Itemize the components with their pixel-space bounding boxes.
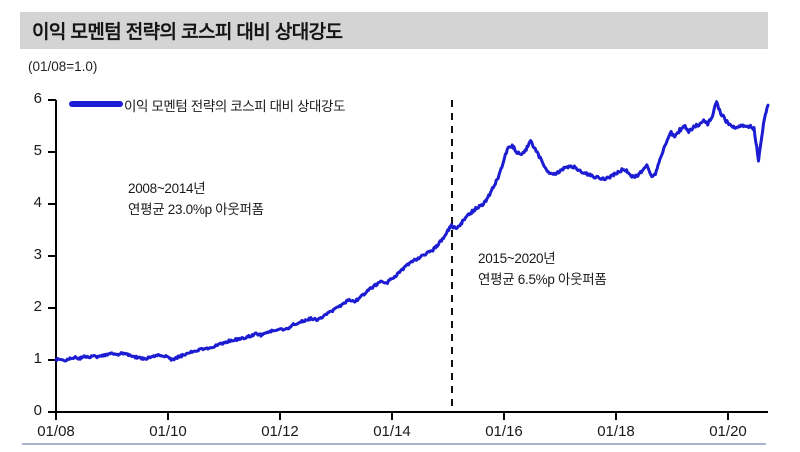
x-tick-label-2020: 01/20 (709, 423, 747, 440)
annotation-right: 2015~2020년 연평균 6.5%p 아웃퍼폼 (478, 248, 607, 290)
unit-note: (01/08=1.0) (28, 59, 98, 74)
y-tick-label-0: 0 (33, 402, 42, 419)
header-bar (20, 12, 768, 49)
annotation-left-line2: 연평균 23.0%p 아웃퍼폼 (128, 202, 264, 217)
y-tick-label-1: 1 (33, 350, 42, 367)
y-tick-label-6: 6 (33, 90, 42, 107)
page-title: 이익 모멘텀 전략의 코스피 대비 상대강도 (32, 22, 343, 43)
annotation-left-line1: 2008~2014년 (128, 181, 206, 196)
bottom-rule (22, 443, 766, 445)
y-tick-label-2: 2 (33, 298, 42, 315)
annotation-right-line2: 연평균 6.5%p 아웃퍼폼 (478, 272, 607, 287)
annotation-right-line1: 2015~2020년 (478, 251, 556, 266)
series-line (54, 100, 770, 363)
x-tick-label-2016: 01/16 (485, 423, 523, 440)
x-tick-label-2008: 01/08 (37, 423, 75, 440)
y-tick-label-4: 4 (33, 194, 42, 211)
y-tick-label-5: 5 (33, 142, 42, 159)
annotation-left: 2008~2014년 연평균 23.0%p 아웃퍼폼 (128, 178, 264, 220)
x-tick-label-2012: 01/12 (261, 423, 299, 440)
x-tick-label-2018: 01/18 (597, 423, 635, 440)
legend-label: 이익 모멘텀 전략의 코스피 대비 상대강도 (124, 99, 346, 114)
y-tick-label-3: 3 (33, 246, 42, 263)
x-tick-label-2014: 01/14 (373, 423, 411, 440)
x-tick-label-2010: 01/10 (149, 423, 187, 440)
